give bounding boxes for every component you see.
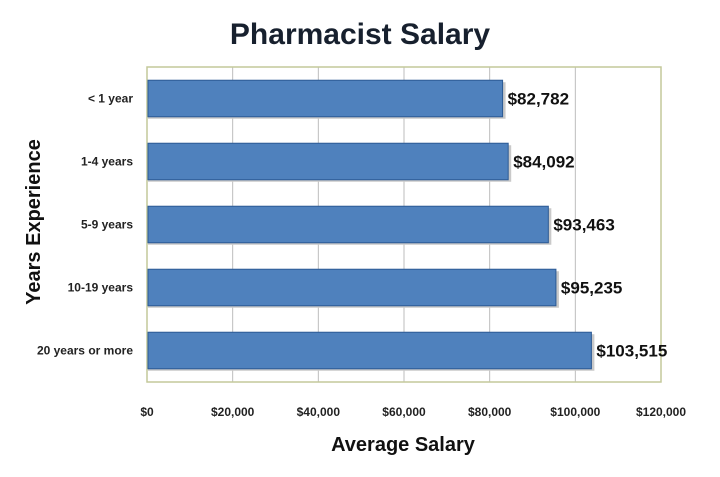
chart-title: Pharmacist Salary [230, 18, 490, 51]
data-label: $82,782 [508, 90, 569, 109]
x-tick-label: $20,000 [211, 405, 255, 419]
x-tick-label: $60,000 [382, 405, 426, 419]
category-label: 5-9 years [81, 218, 133, 232]
x-tick-label: $100,000 [550, 405, 600, 419]
bar [147, 142, 509, 181]
x-axis-title: Average Salary [331, 434, 476, 456]
bar [147, 205, 549, 244]
bar [147, 268, 557, 307]
data-label: $93,463 [553, 216, 614, 235]
data-label: $95,235 [561, 279, 622, 298]
bar [147, 331, 592, 370]
data-labels-group: $82,782 $84,092 $93,463 $95,235 $103,515 [508, 90, 668, 361]
category-label: < 1 year [88, 92, 133, 106]
category-label: 10-19 years [68, 281, 134, 295]
y-axis-title: Years Experience [23, 139, 45, 305]
x-tick-label: $80,000 [468, 405, 512, 419]
data-label: $103,515 [596, 342, 667, 361]
x-tick-label: $0 [140, 405, 154, 419]
bars-group [147, 79, 595, 371]
data-label: $84,092 [513, 153, 574, 172]
x-tick-label: $40,000 [297, 405, 341, 419]
x-tick-label: $120,000 [636, 405, 686, 419]
category-labels-group: < 1 year 1-4 years 5-9 years 10-19 years 20 … [37, 92, 133, 358]
plot-area [146, 66, 662, 383]
bar [147, 79, 504, 118]
category-label: 1-4 years [81, 155, 133, 169]
x-tick-labels-group: $0 $20,000 $40,000 $60,000 $80,000 $100,000 $1… [140, 405, 686, 419]
category-label: 20 years or more [37, 344, 133, 358]
